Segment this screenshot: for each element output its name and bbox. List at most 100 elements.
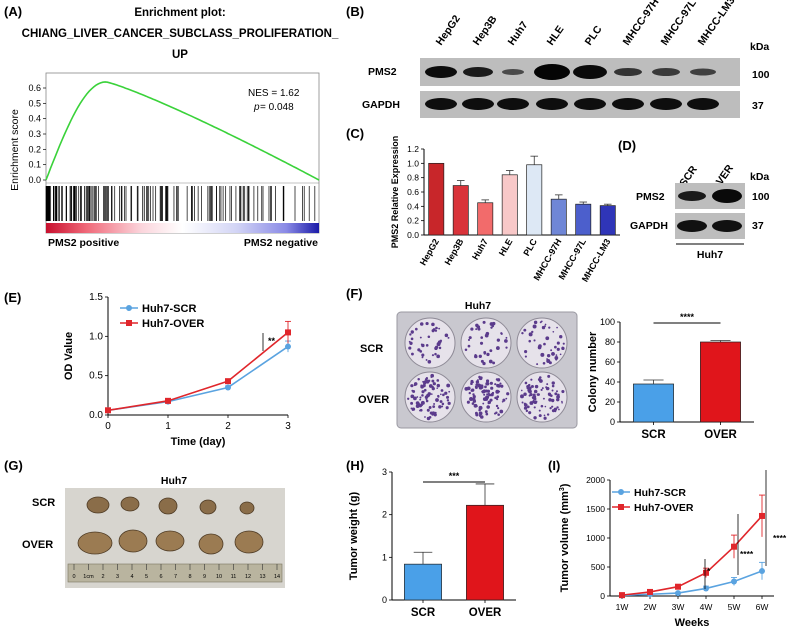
gsea-p-value: = 0.048 [260, 102, 294, 113]
colony [556, 326, 558, 329]
colony [556, 341, 560, 345]
colony [538, 344, 542, 348]
colony [532, 395, 537, 399]
colony [409, 341, 413, 345]
colony [554, 355, 559, 360]
ruler-tick-label: 8 [188, 574, 191, 580]
colony [490, 326, 493, 329]
colony [542, 397, 545, 400]
band-b-pms2 [573, 65, 607, 79]
legend-marker [618, 489, 624, 495]
colony [555, 354, 558, 356]
colony [478, 376, 483, 381]
colony [428, 415, 432, 419]
well [404, 371, 456, 423]
colony [488, 359, 493, 364]
tumor-over [155, 530, 185, 552]
series-line [621, 515, 763, 596]
chart-e: 0.0 0.5 1.0 1.5 0 1 2 3 Huh7-SCR Huh7-OVER Time (d… [63, 292, 291, 448]
colony [523, 402, 527, 406]
colony [464, 386, 469, 391]
band-b-gapdh [612, 98, 644, 110]
gsea-title-line2: CHIANG_LIVER_CANCER_SUBCLASS_PROLIFERATI… [22, 28, 339, 40]
gsea-title-line1: Enrichment plot: [134, 7, 225, 19]
colony [431, 322, 435, 327]
colony [521, 331, 524, 335]
colony [425, 344, 429, 347]
gsea-ytick-label: 0.0 [28, 175, 41, 185]
colony [541, 387, 544, 390]
legend-marker [126, 305, 132, 311]
ruler-tick-label: 2 [101, 574, 104, 580]
y-tick-label: 0.8 [407, 173, 419, 183]
series-line [107, 345, 289, 412]
colony [489, 381, 493, 385]
panel-label-i: (I) [548, 458, 560, 473]
colony [544, 405, 547, 408]
chart-i: 0 500 1000 1500 2000 1W 2W 3W 4W 5W 6W Huh7-SCR Huh7… [559, 470, 787, 629]
bar [428, 162, 445, 236]
ruler-tick-label: 13 [259, 574, 265, 580]
bar [501, 174, 518, 236]
y-tick-label: 1.0 [89, 331, 103, 342]
colony [410, 337, 414, 341]
western-b-kda-37: 37 [752, 100, 764, 112]
colony [448, 390, 451, 393]
chart-h: 0 1 2 3 SCR OVER Tumor weight (g) *** [348, 467, 516, 619]
colony [524, 355, 527, 358]
colony [497, 384, 501, 388]
x-tick-label: 4W [700, 602, 713, 612]
y-tick-label: 2000 [586, 475, 605, 485]
colony [446, 383, 451, 388]
colony [447, 401, 451, 405]
band-d-pms2-over [712, 189, 742, 203]
y-axis-label-sup: 3 [559, 487, 566, 491]
colony [419, 409, 421, 412]
data-point [225, 384, 231, 391]
colony [496, 338, 501, 342]
y-tick-label: 500 [591, 562, 605, 572]
colony [481, 390, 483, 393]
colony [410, 384, 414, 388]
colony [495, 404, 499, 408]
x-tick-label: 1 [165, 421, 171, 432]
x-tick-label: SCR [411, 607, 436, 619]
band-b-gapdh [650, 98, 682, 110]
colony [553, 407, 558, 411]
colony [486, 352, 490, 357]
colony [489, 349, 493, 353]
colony [538, 414, 542, 418]
gsea-ytick-label: 0.1 [28, 160, 41, 170]
colony [524, 381, 528, 385]
tumor-scr [158, 497, 178, 515]
colony [549, 407, 552, 410]
colony [427, 360, 432, 364]
colony [543, 414, 546, 417]
gsea-plot: Enrichment score 0.6 0.5 0.4 0.3 0.2 0.1 0.0 N… [9, 72, 320, 249]
x-tick-label: HepG2 [418, 237, 441, 267]
colony [467, 338, 471, 341]
colony [485, 379, 490, 383]
band-b-gapdh [574, 98, 606, 110]
x-tick-label: 3W [672, 602, 685, 612]
colony [478, 405, 483, 410]
colony [436, 379, 440, 382]
colony [499, 409, 504, 414]
colony [484, 333, 489, 338]
colony [440, 393, 442, 396]
colony [541, 325, 546, 330]
colony [500, 384, 504, 388]
colony [489, 398, 493, 402]
colony [521, 401, 524, 404]
colony [556, 397, 560, 402]
western-d-row-pms2: PMS2 [636, 191, 665, 203]
gsea-title-line3: UP [172, 49, 188, 61]
colony [427, 392, 431, 396]
colony [532, 399, 535, 402]
data-point [731, 543, 737, 550]
colony [482, 397, 487, 401]
colony [439, 339, 443, 343]
colony [428, 406, 432, 409]
y-tick-label: 2 [382, 510, 387, 520]
western-b-lane-label: MHCC-LM3 [696, 0, 738, 48]
